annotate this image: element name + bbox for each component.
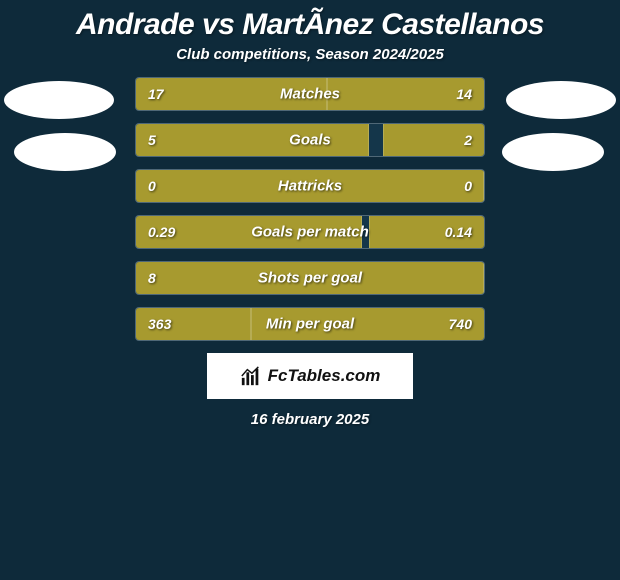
avatar-left-2: [14, 133, 116, 171]
stat-value-left: 17: [148, 86, 164, 102]
bar-right: [483, 170, 484, 202]
stat-value-right: 740: [449, 316, 472, 332]
stat-row: 0.29 Goals per match 0.14: [135, 215, 485, 249]
stat-value-right: 0: [464, 178, 472, 194]
stat-value-right: 0.14: [445, 224, 472, 240]
stat-value-left: 363: [148, 316, 171, 332]
stat-row: 8 Shots per goal: [135, 261, 485, 295]
stat-rows: 17 Matches 14 5 Goals 2 0 Hattricks 0 0.29 Goals p…: [135, 77, 485, 341]
stat-value-right: 14: [456, 86, 472, 102]
bars-icon: [240, 365, 262, 387]
stat-label: Matches: [280, 86, 340, 103]
stat-value-right: 2: [464, 132, 472, 148]
logo-text: FcTables.com: [268, 366, 381, 386]
stat-label: Goals: [289, 132, 331, 149]
avatar-left-1: [4, 81, 114, 119]
date-label: 16 february 2025: [0, 411, 620, 428]
stat-row: 5 Goals 2: [135, 123, 485, 157]
stat-value-left: 5: [148, 132, 156, 148]
avatar-right-2: [502, 133, 604, 171]
bar-left: [136, 124, 369, 156]
stat-label: Min per goal: [266, 316, 354, 333]
page-title: Andrade vs MartÃ­nez Castellanos: [0, 0, 620, 46]
subtitle: Club competitions, Season 2024/2025: [0, 46, 620, 77]
stat-value-left: 0.29: [148, 224, 175, 240]
stat-row: 363 Min per goal 740: [135, 307, 485, 341]
stat-value-left: 0: [148, 178, 156, 194]
bar-right: [483, 262, 484, 294]
stat-value-left: 8: [148, 270, 156, 286]
comparison-chart: 17 Matches 14 5 Goals 2 0 Hattricks 0 0.29 Goals p…: [0, 77, 620, 341]
fctables-logo: FcTables.com: [207, 353, 413, 399]
stat-label: Goals per match: [251, 224, 369, 241]
stat-label: Hattricks: [278, 178, 342, 195]
avatar-right-1: [506, 81, 616, 119]
stat-row: 17 Matches 14: [135, 77, 485, 111]
stat-label: Shots per goal: [258, 270, 362, 287]
stat-row: 0 Hattricks 0: [135, 169, 485, 203]
